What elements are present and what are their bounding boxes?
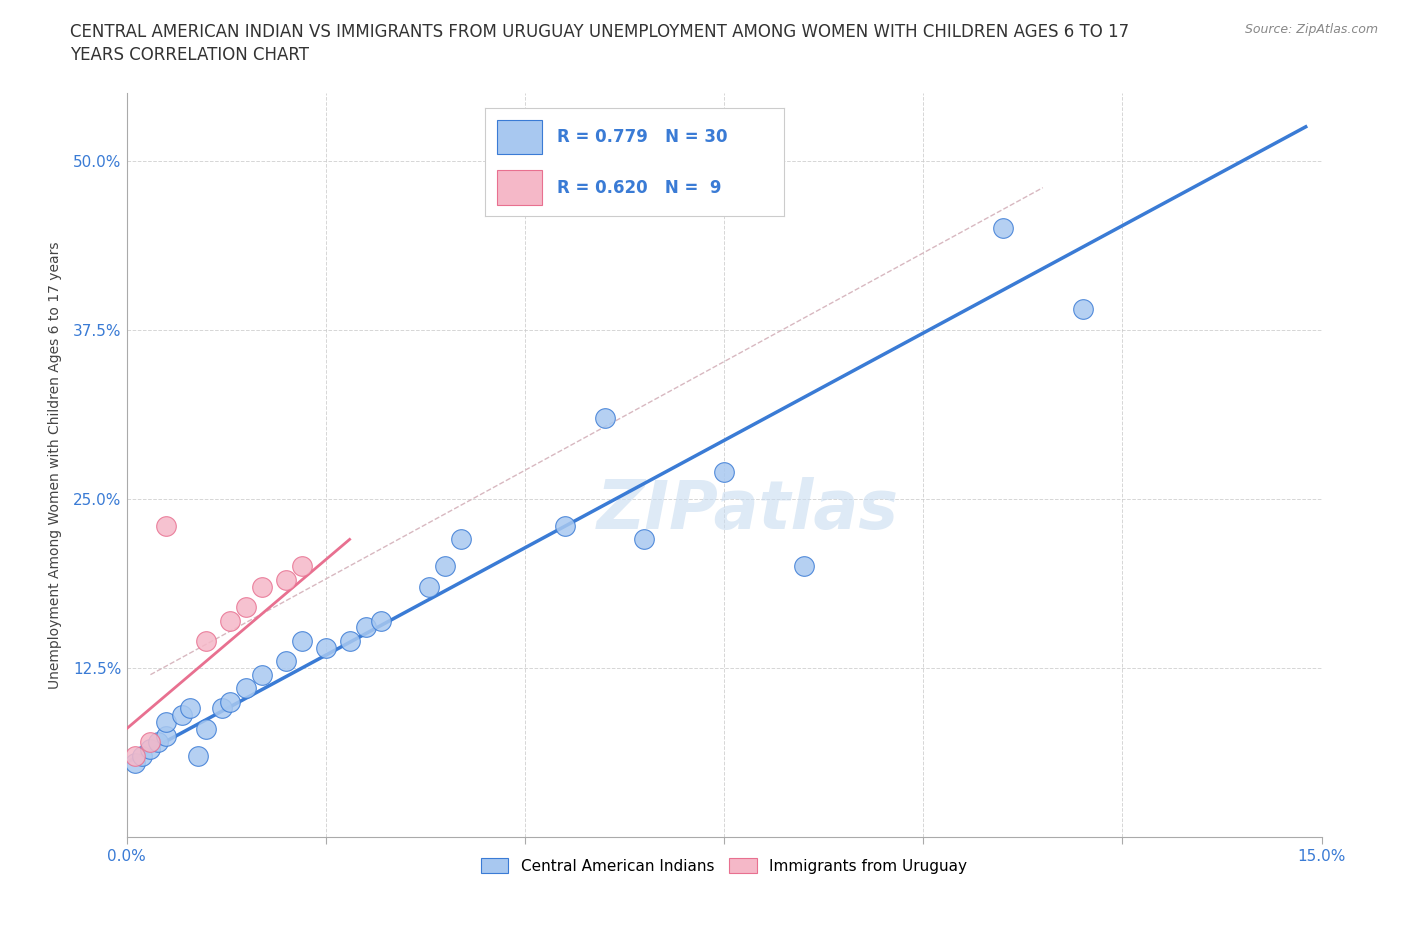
Point bbox=[274, 573, 297, 588]
Text: ZIPatlas: ZIPatlas bbox=[598, 477, 898, 542]
Point bbox=[250, 667, 273, 682]
Point bbox=[1071, 302, 1094, 317]
Point bbox=[991, 220, 1014, 235]
Point bbox=[593, 410, 616, 425]
Point bbox=[354, 620, 377, 635]
Point bbox=[633, 532, 655, 547]
Y-axis label: Unemployment Among Women with Children Ages 6 to 17 years: Unemployment Among Women with Children A… bbox=[48, 241, 62, 689]
Point bbox=[370, 613, 392, 628]
Point bbox=[434, 559, 457, 574]
Point bbox=[124, 749, 146, 764]
Point bbox=[211, 701, 233, 716]
Point bbox=[250, 579, 273, 594]
Point bbox=[554, 518, 576, 533]
Text: CENTRAL AMERICAN INDIAN VS IMMIGRANTS FROM URUGUAY UNEMPLOYMENT AMONG WOMEN WITH: CENTRAL AMERICAN INDIAN VS IMMIGRANTS FR… bbox=[70, 23, 1129, 41]
Point bbox=[291, 633, 314, 648]
Point bbox=[155, 714, 177, 729]
Point bbox=[315, 640, 337, 655]
Point bbox=[450, 532, 472, 547]
Point bbox=[274, 654, 297, 669]
Point bbox=[219, 695, 242, 710]
Point bbox=[339, 633, 361, 648]
Point bbox=[155, 518, 177, 533]
Point bbox=[139, 741, 162, 756]
Point bbox=[172, 708, 194, 723]
Point bbox=[195, 633, 218, 648]
Text: Source: ZipAtlas.com: Source: ZipAtlas.com bbox=[1244, 23, 1378, 36]
Legend: Central American Indians, Immigrants from Uruguay: Central American Indians, Immigrants fro… bbox=[474, 850, 974, 882]
Point bbox=[418, 579, 440, 594]
Point bbox=[139, 735, 162, 750]
Point bbox=[155, 728, 177, 743]
Point bbox=[187, 749, 209, 764]
Point bbox=[195, 722, 218, 737]
Point bbox=[235, 600, 257, 615]
Point bbox=[713, 464, 735, 479]
Point bbox=[793, 559, 815, 574]
Point bbox=[131, 749, 153, 764]
Point bbox=[291, 559, 314, 574]
Point bbox=[235, 681, 257, 696]
Text: YEARS CORRELATION CHART: YEARS CORRELATION CHART bbox=[70, 46, 309, 64]
Point bbox=[179, 701, 201, 716]
Point bbox=[124, 755, 146, 770]
Point bbox=[148, 735, 170, 750]
Point bbox=[219, 613, 242, 628]
